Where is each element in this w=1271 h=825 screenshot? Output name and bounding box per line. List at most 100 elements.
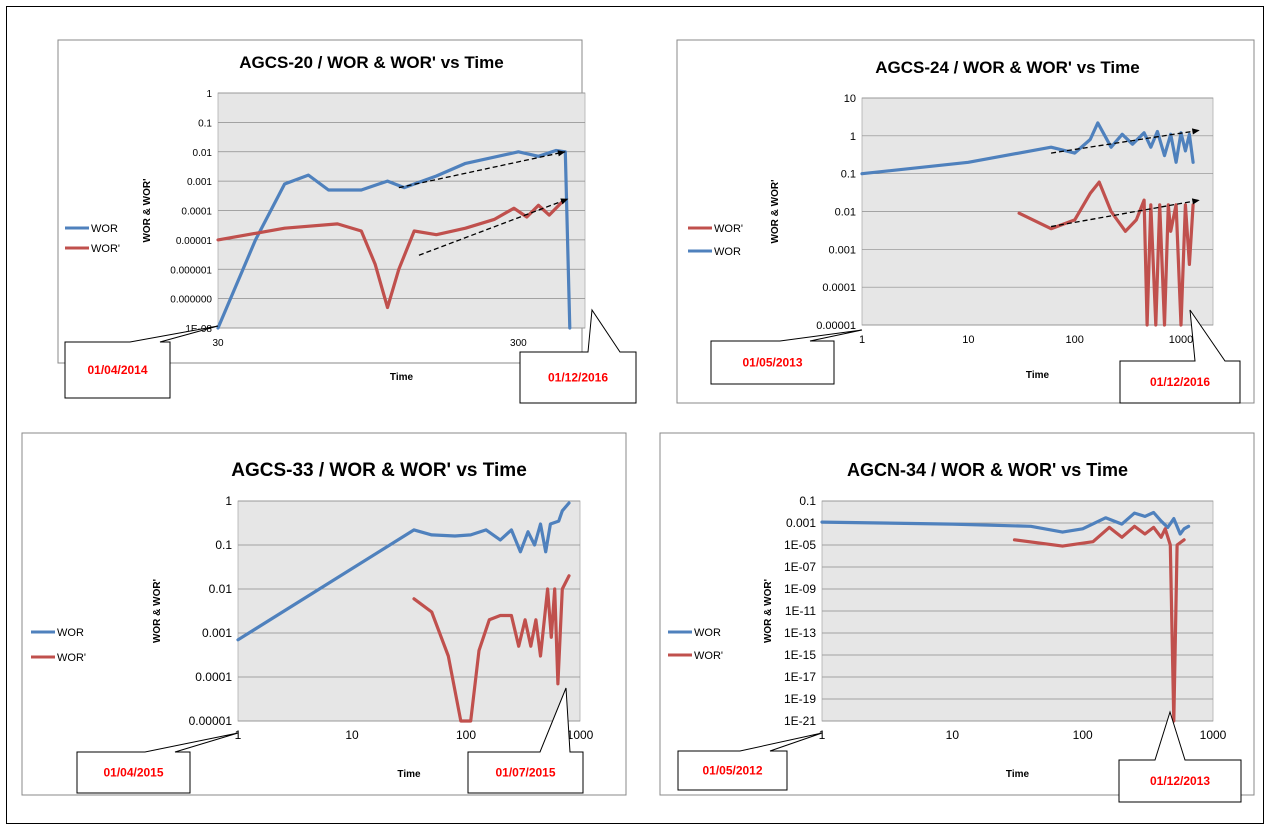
data-point-wor-prime — [517, 645, 520, 648]
x-tick-label: 100 — [1073, 728, 1093, 742]
legend-label: WOR' — [91, 243, 120, 255]
x-axis-label: Time — [397, 769, 421, 780]
data-point-wor-prime — [1164, 527, 1167, 530]
callout-date: 01/04/2014 — [87, 363, 147, 377]
data-point-wor — [539, 522, 542, 526]
data-point-wor-prime — [537, 204, 540, 207]
series-line-wor — [820, 510, 1191, 536]
legend-label: WOR' — [714, 223, 743, 235]
data-point-wor — [1174, 161, 1178, 164]
data-point-wor-prime — [523, 618, 527, 621]
y-axis-label: WOR & WOR' — [763, 579, 774, 643]
data-point-wor — [1088, 138, 1092, 141]
callout-date: 01/05/2013 — [742, 356, 802, 370]
data-point-wor — [283, 182, 286, 186]
data-point-wor-prime — [1158, 203, 1161, 207]
data-point-wor — [430, 533, 433, 537]
x-axis-label: Time — [1026, 370, 1050, 381]
data-point-wor — [1156, 130, 1159, 133]
y-tick-label: 0.001 — [828, 244, 856, 256]
callout-box — [710, 329, 863, 385]
chart-title: AGCS-20 / WOR & WOR' vs Time — [239, 53, 503, 72]
x-tick-label: 1 — [235, 728, 242, 742]
data-point-wor-prime — [1109, 210, 1113, 213]
trend-arrow-head — [557, 150, 566, 157]
data-point-wor — [1029, 525, 1033, 528]
data-point-wor — [464, 162, 467, 165]
data-point-wor-prime — [397, 268, 401, 271]
y-tick-label: 0.0001 — [822, 282, 856, 294]
series-line-wor-prime — [216, 200, 564, 310]
y-tick-label: 1E-09 — [784, 582, 816, 596]
data-point-wor-prime — [1142, 198, 1146, 202]
data-point-wor — [1073, 151, 1076, 155]
data-point-wor — [1109, 146, 1113, 149]
data-point-wor-prime — [1188, 263, 1191, 266]
data-point-wor — [1049, 146, 1053, 149]
data-point-wor — [1184, 149, 1187, 153]
data-point-wor-prime — [360, 229, 363, 233]
y-tick-label: 0.1 — [799, 494, 816, 508]
x-tick-label: 1000 — [1169, 334, 1193, 346]
data-point-wor — [860, 172, 864, 175]
data-point-wor — [1120, 522, 1124, 526]
data-point-wor — [517, 150, 520, 153]
data-point-wor — [1182, 527, 1186, 530]
data-point-wor-prime — [1133, 525, 1136, 528]
data-point-wor-prime — [546, 587, 549, 591]
data-point-wor-prime — [1149, 203, 1152, 207]
data-point-wor-prime — [1182, 538, 1186, 541]
x-tick-label: 30 — [212, 338, 224, 349]
y-tick-label: 1 — [850, 131, 856, 143]
y-tick-label: 0.000001 — [170, 265, 212, 276]
data-point-wor — [1152, 511, 1155, 514]
data-point-wor — [216, 326, 220, 330]
data-point-wor — [544, 550, 547, 554]
y-tick-label: 0.1 — [198, 118, 212, 129]
y-tick-label: 0.1 — [215, 538, 232, 552]
data-point-wor-prime — [1049, 227, 1053, 230]
callout-date: 01/12/2013 — [1150, 774, 1210, 788]
series-line-wor-prime — [412, 574, 571, 723]
data-point-wor-prime — [413, 229, 416, 233]
data-point-wor-prime — [1143, 532, 1147, 536]
callout-box — [1119, 309, 1241, 404]
data-point-wor — [1178, 532, 1182, 536]
data-point-wor-prime — [1088, 192, 1092, 195]
y-tick-label: 1E-17 — [784, 670, 816, 684]
data-point-wor-prime — [386, 306, 389, 309]
data-point-wor — [567, 501, 571, 505]
y-tick-label: 1E-21 — [784, 714, 816, 728]
data-point-wor-prime — [1152, 526, 1155, 529]
data-point-wor — [327, 188, 330, 192]
chart-title: AGCS-33 / WOR & WOR' vs Time — [231, 460, 527, 481]
data-point-wor — [484, 528, 488, 532]
y-tick-label: 10 — [844, 93, 856, 105]
data-point-wor-prime — [435, 233, 438, 236]
x-tick-label: 10 — [946, 728, 960, 742]
y-tick-label: 1E-19 — [784, 692, 816, 706]
data-point-wor-prime — [512, 206, 516, 210]
data-point-wor-prime — [469, 719, 472, 723]
data-point-wor — [1159, 519, 1163, 523]
data-point-wor — [1061, 530, 1064, 534]
legend-label: WOR — [57, 627, 84, 639]
y-tick-label: 0.0001 — [181, 207, 212, 218]
data-point-wor-prime — [412, 597, 416, 600]
data-point-wor — [236, 638, 240, 642]
data-point-wor — [951, 522, 954, 526]
y-tick-label: 1E-05 — [784, 538, 816, 552]
data-point-wor-prime — [447, 654, 450, 658]
data-point-wor — [386, 179, 389, 183]
x-tick-label: 300 — [510, 338, 527, 349]
data-point-wor — [1143, 515, 1147, 518]
data-point-wor — [537, 155, 540, 158]
callout-box — [64, 325, 219, 399]
data-point-wor — [549, 522, 552, 526]
data-point-wor-prime — [1061, 544, 1064, 548]
x-tick-label: 1 — [859, 334, 865, 346]
data-point-wor-prime — [1174, 203, 1178, 207]
legend-label: WOR — [694, 627, 721, 639]
